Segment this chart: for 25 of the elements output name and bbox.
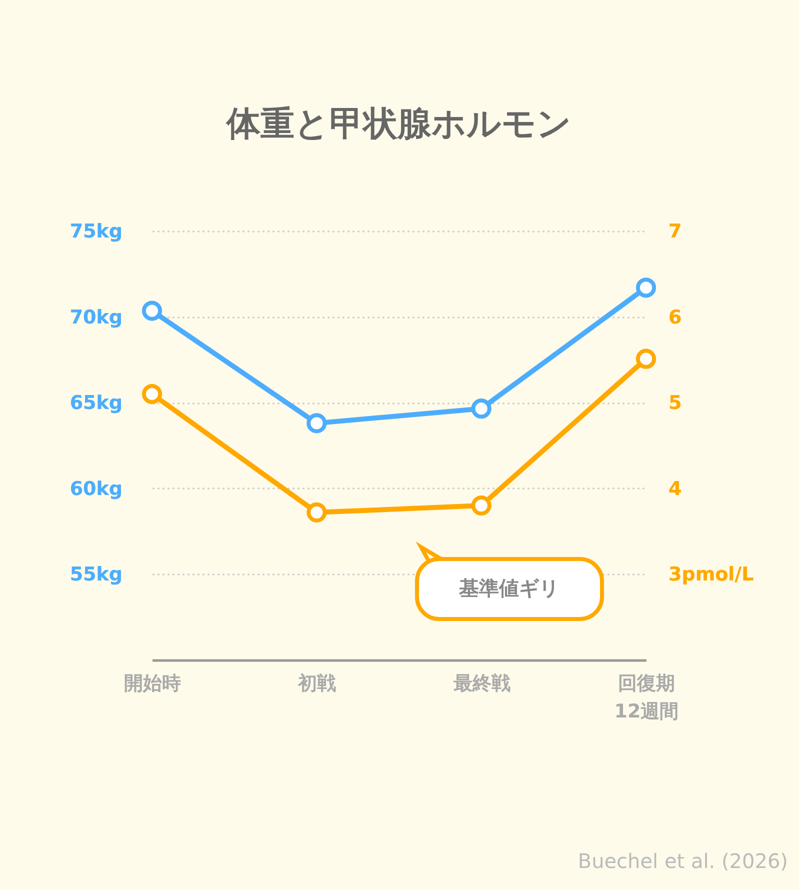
- y2-tick-label: 5: [668, 392, 682, 414]
- point: [142, 300, 162, 321]
- y2-tick-label: 4: [668, 478, 682, 500]
- text: Buechel et al. (2026): [578, 849, 788, 873]
- x-tick-label: 開始時: [124, 672, 181, 694]
- y-tick-label: 65kg: [70, 392, 122, 414]
- y-tick-label: 55kg: [70, 564, 122, 586]
- point: [636, 348, 656, 369]
- point: [636, 278, 656, 298]
- point: [306, 413, 327, 434]
- y2-tick-label: 6: [668, 306, 682, 328]
- chart-title: 体重と甲状腺ホルモン: [226, 104, 572, 144]
- y2-tick-label: 3pmol/L: [668, 564, 754, 586]
- x-tick-label: 最終戦: [452, 672, 510, 694]
- y-tick-label: 60kg: [70, 478, 122, 500]
- x-tick-label: 初戦: [297, 672, 336, 694]
- point: [306, 502, 327, 522]
- y-tick-label: 75kg: [70, 220, 122, 242]
- y-tick-label: 70kg: [70, 306, 122, 328]
- point: [471, 398, 492, 419]
- x-tick-label: 回復期 12週間: [614, 672, 679, 722]
- point: [471, 496, 492, 516]
- point: [142, 384, 162, 404]
- annotation: 基準値ギリ: [458, 576, 559, 600]
- y2-tick-label: 7: [668, 220, 682, 242]
